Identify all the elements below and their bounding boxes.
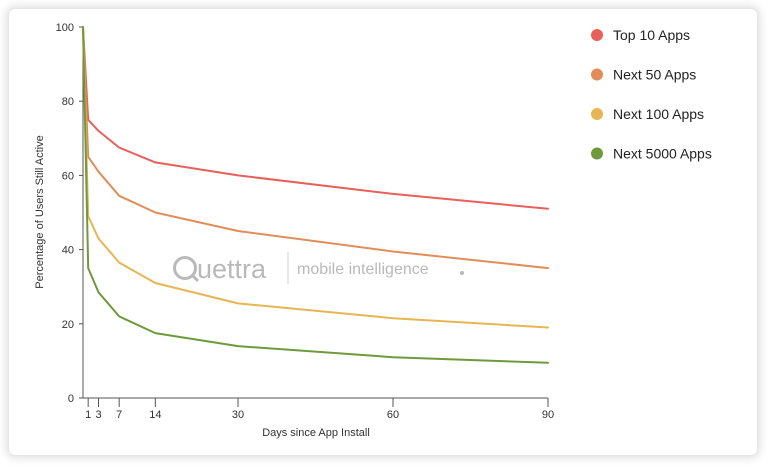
y-axis-ticks: 0 20 40 60 80 100 bbox=[56, 22, 83, 405]
x-tick-label: 3 bbox=[95, 409, 101, 421]
y-tick-label: 20 bbox=[62, 319, 74, 331]
chart-frame bbox=[9, 9, 757, 455]
legend-swatch bbox=[591, 68, 603, 81]
series-line-2 bbox=[82, 26, 549, 270]
x-tick-label: 60 bbox=[387, 409, 399, 421]
series-line-1 bbox=[82, 26, 549, 210]
legend-label: Next 100 Apps bbox=[613, 106, 704, 122]
x-tick-label: 1 bbox=[85, 409, 91, 421]
legend-label: Next 50 Apps bbox=[613, 67, 696, 83]
y-tick-label: 60 bbox=[62, 170, 74, 182]
x-tick-label: 30 bbox=[232, 409, 244, 421]
watermark-brand: uettra bbox=[197, 254, 267, 284]
watermark-tagline: mobile intelligence bbox=[297, 261, 429, 278]
x-axis-ticks: 1 3 7 14 30 60 90 bbox=[85, 398, 554, 421]
watermark-logo-tail bbox=[190, 273, 200, 283]
legend-swatch bbox=[591, 29, 603, 41]
legend-swatch bbox=[591, 108, 603, 120]
y-tick-label: 0 bbox=[68, 393, 74, 405]
series-lines bbox=[82, 26, 549, 364]
series-line-3 bbox=[82, 26, 549, 329]
x-tick-label: 90 bbox=[542, 409, 554, 421]
x-tick-label: 7 bbox=[116, 409, 122, 421]
y-tick-label: 80 bbox=[62, 96, 74, 108]
y-axis-title: Percentage of Users Still Active bbox=[34, 135, 46, 288]
watermark: uettra mobile intelligence bbox=[173, 252, 464, 284]
x-tick-label: 14 bbox=[149, 409, 161, 421]
legend-label: Next 5000 Apps bbox=[613, 146, 712, 162]
watermark-logo-ring bbox=[173, 256, 197, 280]
watermark-dot bbox=[460, 271, 464, 275]
legend: Top 10 Apps Next 50 Apps Next 100 Apps Next… bbox=[591, 27, 712, 162]
legend-swatch bbox=[591, 147, 603, 160]
legend-label: Top 10 Apps bbox=[613, 27, 690, 43]
y-tick-label: 100 bbox=[56, 22, 74, 34]
series-line-4 bbox=[82, 26, 549, 364]
y-tick-label: 40 bbox=[62, 245, 74, 257]
x-axis-title: Days since App Install bbox=[262, 427, 370, 439]
